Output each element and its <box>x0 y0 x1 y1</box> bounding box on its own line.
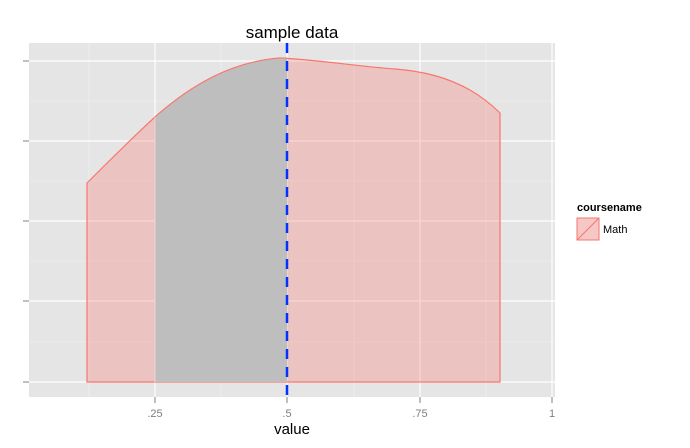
x-tick-label: 1 <box>549 408 555 420</box>
legend-label-math: Math <box>603 224 627 236</box>
legend-title: coursename <box>577 202 642 214</box>
y-axis-ticks <box>23 60 29 383</box>
legend-key-math <box>576 217 600 241</box>
legend: coursename Math <box>576 202 642 241</box>
density-outline <box>154 57 287 118</box>
x-tick-label: .25 <box>147 408 162 420</box>
x-axis-title: value <box>274 421 310 438</box>
x-tick-label: .75 <box>412 408 427 420</box>
x-tick-label: .5 <box>282 408 291 420</box>
chart-title: sample data <box>246 23 339 42</box>
shaded-region <box>155 58 287 382</box>
x-axis-ticks <box>154 397 553 403</box>
plot-panel <box>29 43 555 397</box>
